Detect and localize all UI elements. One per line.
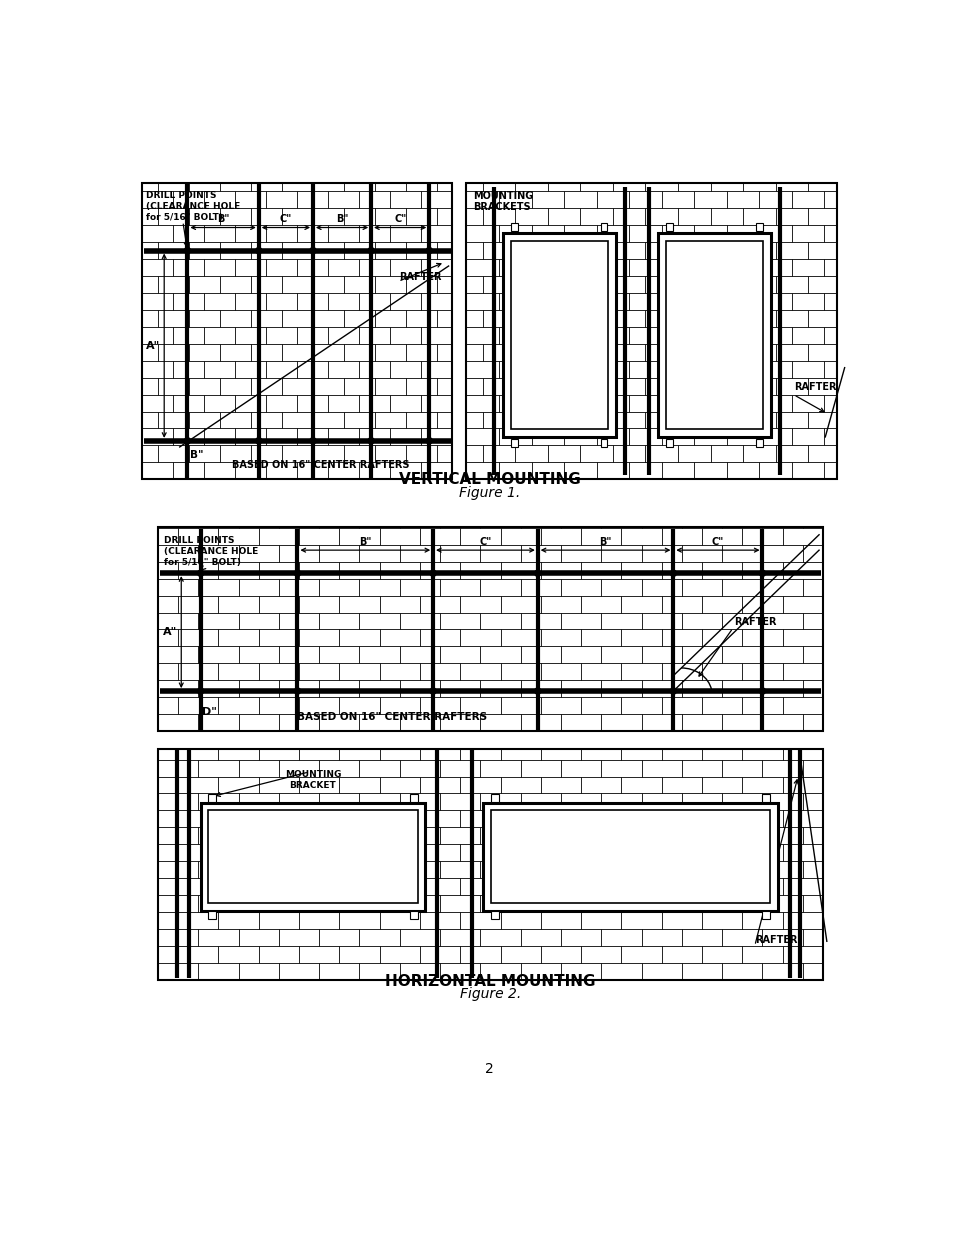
Circle shape [255,247,261,253]
Circle shape [534,571,540,577]
Bar [491,911,498,919]
Circle shape [294,688,300,694]
Bar [755,440,761,447]
Text: DRILL POINTS
(CLEARANCE HOLE
for 5/16" BOLT): DRILL POINTS (CLEARANCE HOLE for 5/16" B… [164,536,258,567]
Text: Figure 2.: Figure 2. [459,987,520,1002]
Bar [761,794,769,803]
Text: C": C" [711,537,723,547]
Text: D": D" [202,706,217,716]
Bar [483,803,778,910]
Text: DRILL POINTS
(CLEARANCE HOLE
for 5/16" BOLT): DRILL POINTS (CLEARANCE HOLE for 5/16" B… [146,190,240,222]
Bar [511,222,517,231]
Bar [466,183,836,479]
Text: VERTICAL MOUNTING: VERTICAL MOUNTING [398,472,580,487]
Circle shape [430,688,436,694]
Text: Figure 1.: Figure 1. [458,487,519,500]
Bar [761,911,769,919]
Circle shape [197,571,204,577]
Bar [410,911,417,919]
Circle shape [184,247,191,253]
Text: BASED ON 16" CENTER RAFTERS: BASED ON 16" CENTER RAFTERS [232,461,409,471]
Text: B": B" [598,537,611,547]
Bar [665,241,762,430]
Text: B": B" [190,450,203,461]
Circle shape [310,247,315,253]
Circle shape [197,688,204,694]
Circle shape [368,247,374,253]
Text: BASED ON 16" CENTER RAFTERS: BASED ON 16" CENTER RAFTERS [297,713,487,722]
Circle shape [430,571,436,577]
Text: A": A" [146,341,160,351]
Bar [666,222,673,231]
Text: HORIZONTAL MOUNTING: HORIZONTAL MOUNTING [385,974,595,989]
Bar [755,222,761,231]
Bar [658,233,770,437]
Bar [511,440,517,447]
Bar [511,241,607,430]
Bar [599,440,607,447]
Circle shape [759,688,765,694]
Bar [208,911,216,919]
Circle shape [426,247,432,253]
Text: B": B" [216,215,229,225]
Text: B": B" [358,537,371,547]
Circle shape [670,688,676,694]
Bar [208,810,417,903]
Text: MOUNTING
BRACKETS: MOUNTING BRACKETS [472,190,533,212]
Text: RAFTER: RAFTER [733,616,776,626]
Text: B": B" [335,215,348,225]
Text: RAFTER: RAFTER [755,935,798,945]
Bar [491,794,498,803]
Text: RAFTER: RAFTER [398,272,441,282]
Circle shape [368,437,374,443]
Circle shape [534,688,540,694]
Circle shape [255,437,261,443]
Text: C": C" [478,537,491,547]
Circle shape [310,437,315,443]
Bar [158,527,822,731]
Circle shape [426,437,432,443]
Bar [208,794,216,803]
Text: C": C" [394,215,406,225]
Text: MOUNTING
BRACKET: MOUNTING BRACKET [285,771,341,789]
Text: 2: 2 [484,1062,493,1076]
Text: A": A" [163,627,177,637]
Circle shape [759,571,765,577]
Text: C": C" [279,215,292,225]
Bar [142,183,452,479]
Text: RAFTER: RAFTER [794,382,836,391]
Circle shape [670,571,676,577]
Bar [491,810,769,903]
Bar [200,803,425,910]
Bar [410,794,417,803]
Circle shape [184,437,191,443]
Circle shape [294,571,300,577]
Bar [666,440,673,447]
Bar [599,222,607,231]
Bar [158,748,822,979]
Bar [503,233,615,437]
